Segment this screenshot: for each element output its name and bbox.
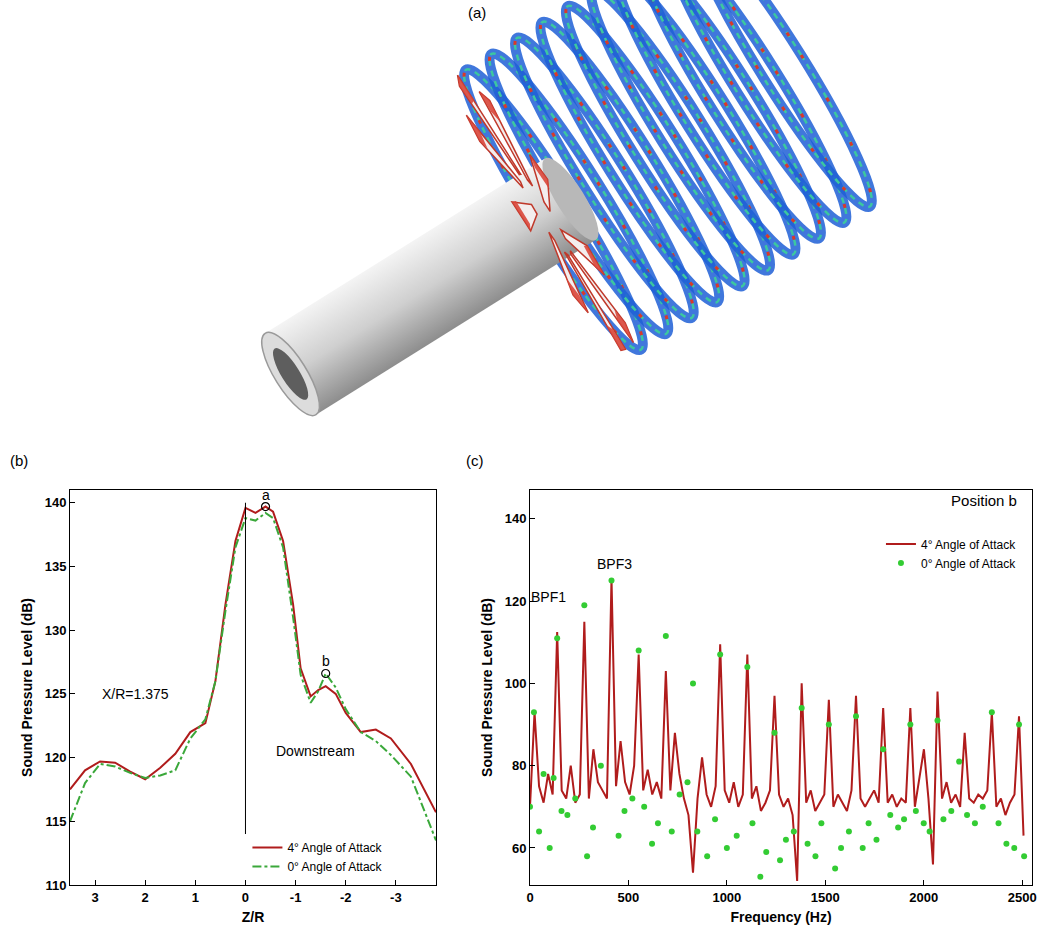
- svg-text:a: a: [262, 487, 270, 503]
- svg-text:500: 500: [618, 890, 640, 905]
- svg-text:3: 3: [91, 890, 98, 905]
- html-text:(b): (b): [10, 452, 29, 469]
- svg-text:140: 140: [505, 511, 527, 526]
- svg-text:135: 135: [45, 559, 67, 574]
- svg-text:Position b: Position b: [951, 492, 1017, 509]
- svg-text:0° Angle of Attack: 0° Angle of Attack: [921, 557, 1016, 571]
- svg-text:0: 0: [242, 890, 249, 905]
- svg-text:2: 2: [142, 890, 149, 905]
- svg-text:X/R=1.375: X/R=1.375: [102, 686, 169, 702]
- svg-text:2000: 2000: [909, 890, 938, 905]
- svg-text:-1: -1: [290, 890, 302, 905]
- svg-text:1500: 1500: [811, 890, 840, 905]
- svg-text:Downstream: Downstream: [276, 743, 355, 759]
- svg-text:110: 110: [45, 878, 66, 893]
- svg-text:Sound Pressure Level (dB): Sound Pressure Level (dB): [479, 598, 495, 777]
- svg-text:0: 0: [526, 890, 533, 905]
- svg-text:60: 60: [512, 841, 526, 856]
- svg-text:1: 1: [192, 890, 199, 905]
- svg-text:0° Angle of Attack: 0° Angle of Attack: [287, 860, 382, 874]
- svg-text:BPF1: BPF1: [531, 589, 566, 605]
- svg-text:100: 100: [505, 676, 527, 691]
- svg-text:b: b: [322, 653, 330, 669]
- svg-text:4° Angle of Attack: 4° Angle of Attack: [921, 538, 1016, 552]
- svg-text:120: 120: [45, 750, 67, 765]
- svg-text:BPF3: BPF3: [597, 556, 632, 572]
- html-text:(c): (c): [466, 452, 484, 469]
- svg-text:80: 80: [512, 758, 526, 773]
- svg-text:125: 125: [45, 686, 67, 701]
- svg-text:-2: -2: [340, 890, 352, 905]
- svg-text:140: 140: [45, 495, 67, 510]
- svg-text:Frequency (Hz): Frequency (Hz): [730, 909, 831, 925]
- svg-text:120: 120: [505, 594, 527, 609]
- svg-text:Sound Pressure Level (dB): Sound Pressure Level (dB): [19, 598, 35, 777]
- svg-text:2500: 2500: [1008, 890, 1037, 905]
- svg-text:4° Angle of Attack: 4° Angle of Attack: [287, 841, 382, 855]
- svg-text:-3: -3: [390, 890, 402, 905]
- svg-text:130: 130: [45, 623, 67, 638]
- svg-text:Z/R: Z/R: [242, 909, 265, 925]
- svg-text:1000: 1000: [712, 890, 741, 905]
- html-text:(a): (a): [468, 4, 487, 21]
- svg-text:115: 115: [45, 814, 66, 829]
